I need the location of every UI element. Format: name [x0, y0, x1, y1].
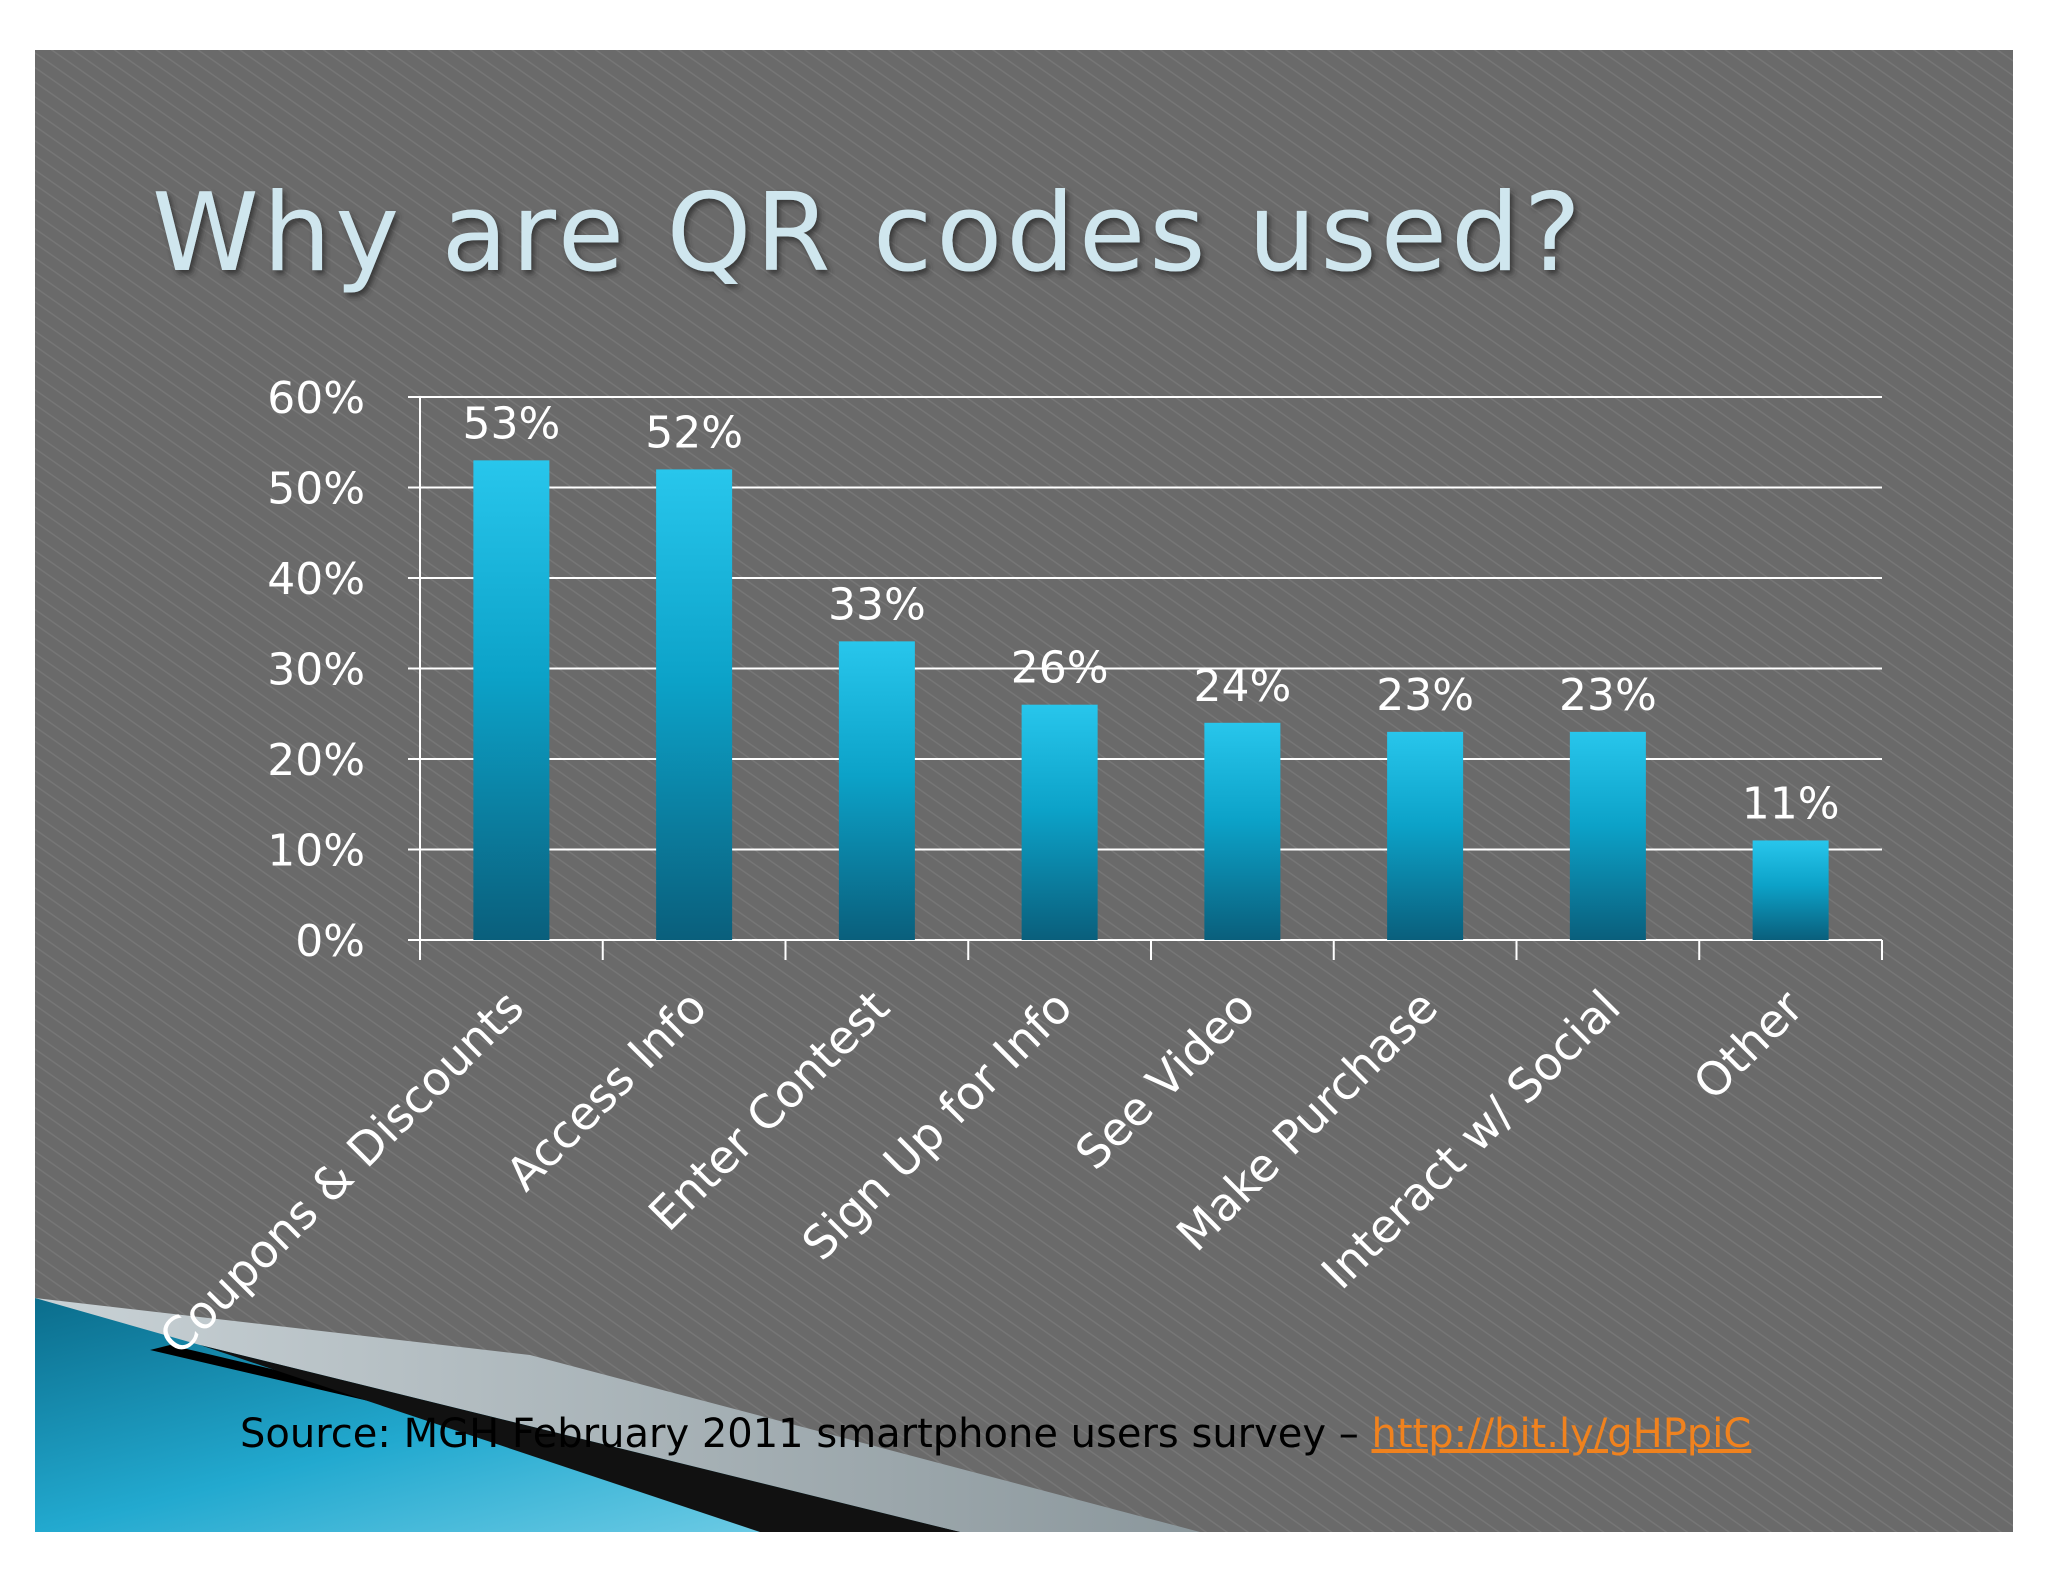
corner-decoration — [35, 1298, 1200, 1532]
bar-value-label: 53% — [462, 398, 560, 449]
bar — [656, 469, 733, 940]
y-tick-label: 40% — [267, 554, 365, 605]
bar — [1752, 840, 1829, 940]
y-tick-label: 0% — [295, 916, 365, 967]
bar-value-label: 23% — [1376, 670, 1474, 721]
y-tick-label: 60% — [267, 373, 365, 424]
bar — [1387, 731, 1464, 940]
y-tick-label: 30% — [267, 645, 365, 696]
bar-value-label: 52% — [645, 407, 743, 458]
chart-y-tick-labels: 0% 10% 20% 30% 40% 50% 60% — [267, 373, 365, 967]
chart-data-labels: 53% 52% 33% 26% 24% 23% 23% 11% — [462, 398, 1839, 829]
y-tick-label: 10% — [267, 826, 365, 877]
bar — [838, 641, 915, 940]
bar — [1021, 704, 1098, 940]
slide-title: Why are QR codes used? — [152, 171, 1585, 296]
bar-value-label: 23% — [1559, 670, 1657, 721]
bar-value-label: 33% — [828, 579, 926, 630]
bar — [1204, 722, 1281, 940]
source-link[interactable]: http://bit.ly/gHPpiC — [1372, 1411, 1752, 1457]
bar-value-label: 26% — [1011, 643, 1109, 694]
source-text: Source: MGH February 2011 smartphone use… — [240, 1411, 1372, 1457]
bar-value-label: 11% — [1742, 778, 1840, 829]
bar — [473, 460, 550, 940]
chart-bars — [473, 460, 1829, 940]
y-tick-label: 20% — [267, 735, 365, 786]
bar — [1569, 731, 1646, 940]
bar-value-label: 24% — [1193, 661, 1291, 712]
y-tick-label: 50% — [267, 464, 365, 515]
source-line: Source: MGH February 2011 smartphone use… — [240, 1411, 1751, 1457]
